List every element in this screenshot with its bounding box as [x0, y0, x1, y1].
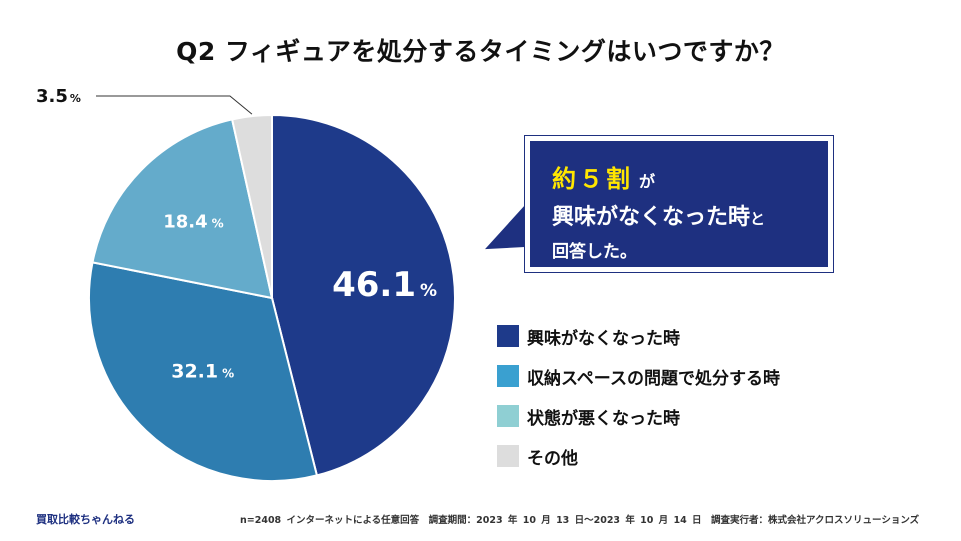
callout-small: と — [750, 210, 766, 228]
callout-line-1: 約５割が — [552, 159, 655, 194]
callout-suffix: が — [639, 172, 656, 191]
pie-slice — [271, 113, 456, 477]
pie-slice — [230, 113, 273, 299]
pie-slice — [91, 118, 274, 300]
legend-swatch — [497, 365, 519, 387]
legend-item: 収納スペースの問題で処分する時 — [497, 356, 780, 396]
survey-note: n=2408 インターネットによる任意回答 調査期間：2023 年 10 月 1… — [240, 515, 920, 526]
legend-item: 状態が悪くなった時 — [497, 396, 780, 436]
legend-swatch — [497, 445, 519, 467]
slice-value-label: 3.5% — [36, 86, 81, 107]
slice-value-label: 32.1% — [171, 361, 234, 383]
callout-line-2: 興味がなくなった時と — [552, 199, 765, 231]
legend-label: 興味がなくなった時 — [527, 328, 680, 349]
callout-highlight: 約５割 — [552, 165, 633, 193]
callout-main: 興味がなくなった時 — [552, 205, 751, 230]
legend-swatch — [497, 405, 519, 427]
legend-swatch — [497, 325, 519, 347]
legend-item: その他 — [497, 436, 780, 476]
legend-label: その他 — [527, 448, 578, 469]
slice-value-label: 46.1% — [332, 265, 437, 305]
pie-slice — [88, 261, 319, 482]
legend: 興味がなくなった時 収納スペースの問題で処分する時 状態が悪くなった時 その他 — [497, 316, 780, 476]
callout-line-3: 回答した。 — [552, 242, 637, 262]
legend-label: 状態が悪くなった時 — [527, 408, 680, 429]
slice-value-label: 18.4% — [163, 212, 223, 233]
legend-item: 興味がなくなった時 — [497, 316, 780, 356]
leader-line — [96, 95, 253, 115]
callout-box: 約５割が 興味がなくなった時と 回答した。 — [524, 135, 834, 273]
legend-label: 収納スペースの問題で処分する時 — [527, 368, 780, 389]
brand-name: 買取比較ちゃんねる — [36, 513, 135, 526]
chart-title: Q2 フィギュアを処分するタイミングはいつですか？ — [176, 37, 785, 66]
